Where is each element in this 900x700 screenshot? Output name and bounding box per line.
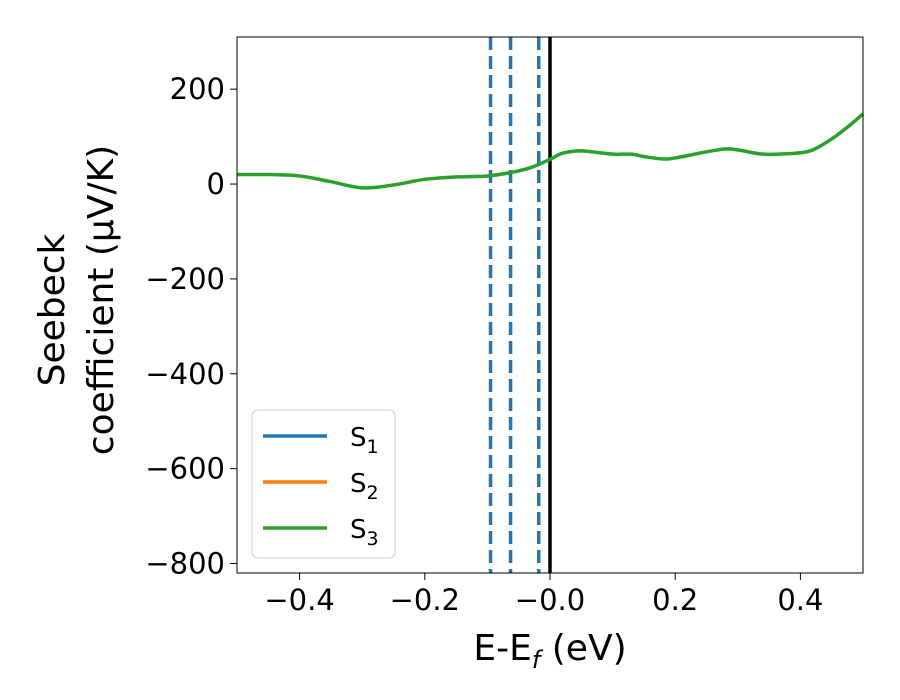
x-tick-label: −0.2 — [390, 583, 460, 617]
legend-label-s3: S3 — [350, 515, 379, 550]
y-tick-label: −400 — [145, 357, 225, 391]
legend-label-s2: S2 — [350, 469, 379, 504]
y-axis-label-line2: coefficient (μV/K) — [81, 145, 122, 455]
y-ticks: 200 0 −200 −400 −600 −800 — [145, 72, 237, 581]
x-ticks: −0.4 −0.2 −0.0 0.2 0.4 — [264, 573, 823, 617]
y-axis-label-line1: Seebeck — [32, 233, 73, 386]
legend: S1 S2 S3 — [251, 409, 396, 559]
x-tick-label: −0.4 — [264, 583, 334, 617]
vertical-lines — [488, 37, 552, 573]
series-line-s3 — [236, 112, 865, 190]
series-lines — [236, 112, 865, 190]
y-tick-label: −600 — [145, 452, 225, 486]
x-tick-label: 0.2 — [652, 583, 698, 617]
x-axis-label: E-Ef (eV) — [473, 628, 626, 674]
x-tick-label: 0.4 — [777, 583, 823, 617]
x-axis-label-unit: (eV) — [540, 628, 626, 669]
y-tick-label: 0 — [207, 167, 225, 201]
y-tick-label: −200 — [145, 262, 225, 296]
x-axis-label-main: E-E — [473, 628, 531, 669]
y-tick-label: 200 — [170, 72, 225, 106]
legend-entries: S1 S2 S3 — [263, 423, 379, 550]
legend-box — [251, 409, 396, 559]
y-tick-label: −800 — [145, 547, 225, 581]
y-axis-label: Seebeck coefficient (μV/K) — [32, 145, 122, 455]
legend-label-s1: S1 — [350, 423, 379, 458]
x-tick-label: −0.0 — [515, 583, 585, 617]
